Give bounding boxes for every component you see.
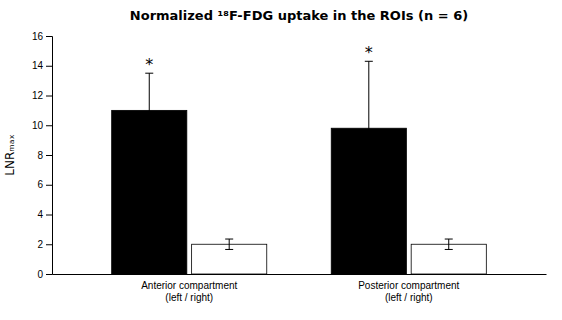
y-tick: 10 — [32, 120, 52, 131]
y-tick-label: 8 — [37, 150, 43, 161]
y-tick-line — [46, 274, 52, 275]
y-tick: 14 — [32, 60, 52, 71]
bars — [112, 61, 487, 274]
y-axis-label: LNRₘₐₓ — [3, 134, 17, 176]
x-axis-line — [53, 274, 547, 275]
error-bar — [445, 239, 453, 249]
y-tick-line — [46, 125, 52, 126]
error-bar-stem — [448, 239, 449, 249]
error-bar-cap — [225, 239, 233, 240]
x-axis: Anterior compartment(left / right)Poster… — [53, 274, 547, 303]
y-tick: 2 — [37, 239, 52, 250]
y-tick-label: 6 — [37, 179, 43, 190]
y-tick-line — [46, 66, 52, 67]
annotations: ** — [145, 43, 373, 74]
y-tick-label: 12 — [32, 90, 44, 101]
x-tick: Anterior compartment(left / right) — [141, 274, 237, 303]
y-axis: 0 2 4 6 8 10 12 14 16 — [32, 31, 53, 280]
y-tick-label: 0 — [37, 269, 43, 280]
x-tick-label: Anterior compartment(left / right) — [141, 280, 237, 303]
plot: 0246810121416Anterior compartment(left /… — [32, 31, 547, 303]
error-bar-cap — [365, 195, 373, 196]
y-tick-line — [46, 96, 52, 97]
y-tick: 16 — [32, 31, 52, 42]
x-tick-label-line: (left / right) — [385, 292, 433, 303]
x-tick-label: Posterior compartment(left / right) — [358, 280, 459, 303]
y-tick-line — [46, 215, 52, 216]
y-tick-line — [46, 244, 52, 245]
chart: 0246810121416Anterior compartment(left /… — [0, 0, 562, 320]
y-tick-label: 4 — [37, 209, 43, 220]
error-bar-stem — [229, 239, 230, 249]
error-bar-stem — [149, 73, 150, 147]
error-bar — [365, 61, 373, 195]
error-bar-cap — [445, 249, 453, 250]
error-bar-cap — [225, 249, 233, 250]
x-tick-label-line: (left / right) — [165, 292, 213, 303]
y-tick-label: 2 — [37, 239, 43, 250]
x-tick-label-line: Posterior compartment — [358, 280, 459, 291]
x-tick: Posterior compartment(left / right) — [358, 274, 459, 303]
x-tick-label-line: Anterior compartment — [141, 280, 237, 291]
y-axis-line — [46, 37, 53, 275]
y-tick-line — [46, 36, 52, 37]
y-tick-label: 10 — [32, 120, 44, 131]
annotation: * — [145, 55, 153, 74]
error-bar — [145, 73, 153, 147]
error-bar-stem — [368, 61, 369, 195]
error-bar-cap — [445, 239, 453, 240]
y-tick-label: 16 — [32, 31, 44, 42]
y-tick: 6 — [37, 179, 52, 190]
y-tick-line — [46, 155, 52, 156]
y-tick-line — [46, 185, 52, 186]
error-bar — [225, 239, 233, 249]
error-bar-cap — [145, 147, 153, 148]
annotation: * — [365, 43, 373, 62]
y-tick: 0 — [37, 269, 52, 280]
y-tick: 4 — [37, 209, 52, 220]
y-tick: 12 — [32, 90, 52, 101]
y-tick: 8 — [37, 150, 52, 161]
y-tick-label: 14 — [32, 60, 44, 71]
title: Normalized ¹⁸F-FDG uptake in the ROIs (n… — [130, 8, 468, 23]
